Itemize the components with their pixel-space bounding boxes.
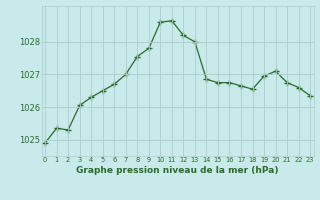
X-axis label: Graphe pression niveau de la mer (hPa): Graphe pression niveau de la mer (hPa) (76, 166, 279, 175)
